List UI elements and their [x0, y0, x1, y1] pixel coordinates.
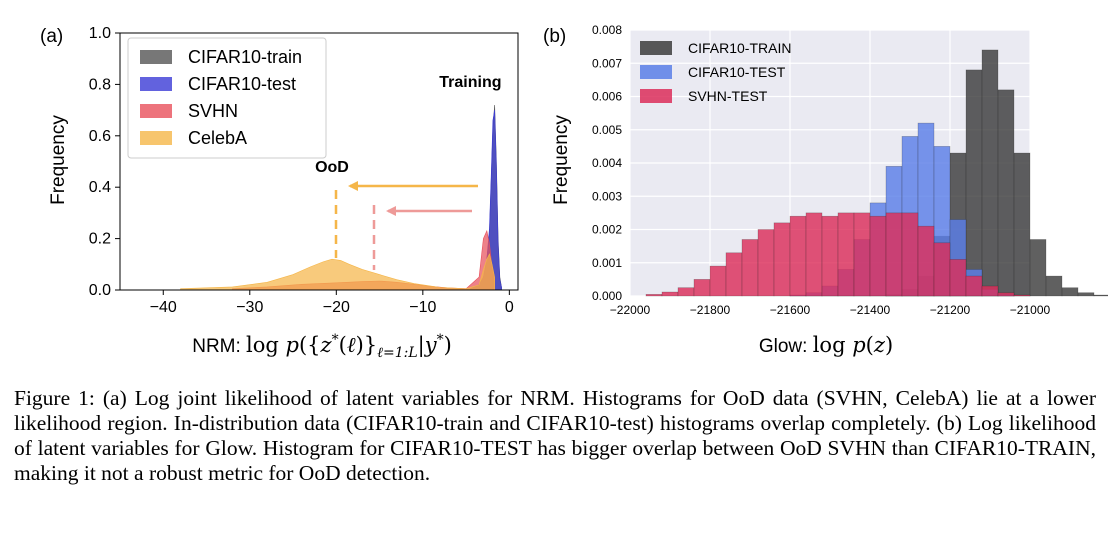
- y-tick-label: 0.008: [592, 23, 622, 37]
- y-tick-label: 0.001: [592, 256, 622, 270]
- histogram-bar: [1045, 275, 1063, 297]
- histogram-svhn-test: [645, 212, 1031, 297]
- legend-label-celeba: CelebA: [188, 128, 247, 148]
- panel-a-histograms: [180, 104, 502, 291]
- legend-label-svhn: SVHN: [188, 101, 238, 121]
- y-tick-label: 0.003: [592, 189, 622, 203]
- histogram-bar: [805, 212, 823, 297]
- histogram-bar: [1013, 294, 1031, 297]
- panel-a-annotation-texts: Training OoD: [315, 74, 501, 176]
- histogram-bar: [917, 225, 935, 297]
- panel-a-frame: [119, 32, 519, 291]
- y-tick-label: 0.8: [89, 76, 111, 93]
- x-tick-label: −22000: [610, 303, 651, 317]
- histogram-bar: [885, 212, 903, 297]
- y-tick-label: 0.006: [592, 90, 622, 104]
- y-tick-label: 0.005: [592, 123, 622, 137]
- x-tick-label: −21200: [930, 303, 971, 317]
- legend-swatch-cifar10-test: [640, 65, 672, 79]
- histogram-bar: [645, 294, 663, 297]
- panel-b-legend: CIFAR10-TRAIN CIFAR10-TEST SVHN-TEST: [640, 40, 791, 104]
- legend-label-cifar10-test: CIFAR10-TEST: [688, 64, 786, 80]
- histogram-bar: [981, 49, 999, 297]
- y-tick-label: 0.007: [592, 56, 622, 70]
- panel-a-x-axis-label: NRM: log p({z*(ℓ)}ℓ=1:L|y*): [192, 332, 452, 361]
- panel-a-y-axis-label: Frequency: [48, 115, 69, 205]
- y-tick-label: 0.000: [592, 289, 622, 303]
- histogram-bar: [965, 69, 983, 297]
- histogram-bar: [949, 259, 967, 297]
- legend-label-cifar10-test: CIFAR10-test: [188, 74, 296, 94]
- histogram-bar: [1029, 239, 1047, 297]
- histogram-bar: [981, 285, 999, 297]
- panel-a: (a) Frequency −40 −30 −20 −10 0 0.0 0.2 0.4 0.6 0…: [40, 25, 519, 361]
- histogram-bar: [725, 252, 743, 297]
- histogram-bar: [933, 242, 951, 297]
- legend-label-svhn-test: SVHN-TEST: [688, 88, 768, 104]
- y-tick-label: 0.002: [592, 223, 622, 237]
- figure-caption: Figure 1: (a) Log joint likelihood of la…: [14, 386, 1096, 485]
- legend-swatch-cifar10-train: [640, 41, 672, 55]
- y-tick-label: 1.0: [89, 25, 111, 42]
- panel-a-axes: −40 −30 −20 −10 0 0.0 0.2 0.4 0.6 0.8 1.0: [89, 25, 519, 316]
- y-tick-label: 0.004: [592, 156, 622, 170]
- panel-b-y-axis-label: Frequency: [551, 115, 572, 205]
- panel-b-histograms: [645, 49, 1108, 297]
- histogram-bar: [1013, 152, 1031, 297]
- histogram-bar: [789, 215, 807, 297]
- histogram-bar: [773, 222, 791, 297]
- panel-b: (b) Frequency −22000 −21800 −21600 −21400 −2…: [543, 23, 1108, 357]
- histogram-bar: [997, 89, 1015, 297]
- histogram-bar: [1077, 292, 1095, 297]
- y-tick-label: 0.2: [89, 231, 111, 248]
- legend-swatch-cifar10-train: [140, 50, 172, 64]
- panel-a-legend: CIFAR10-train CIFAR10-test SVHN CelebA: [127, 37, 327, 159]
- histogram-bar: [693, 279, 711, 297]
- legend-box: [127, 37, 327, 159]
- legend-swatch-cifar10-test: [140, 77, 172, 91]
- histogram-bar: [965, 275, 983, 297]
- histogram-bar: [997, 292, 1015, 297]
- histogram-celeba: [180, 253, 495, 291]
- legend-label-cifar10-train: CIFAR10-train: [188, 47, 302, 67]
- histogram-bar: [1061, 287, 1079, 297]
- histogram-bar: [901, 212, 919, 297]
- x-tick-label: −21000: [1010, 303, 1051, 317]
- panel-b-x-axis-label: Glow: log p(z): [759, 333, 893, 357]
- x-tick-label: −21800: [690, 303, 731, 317]
- y-tick-label: 0.6: [89, 128, 111, 145]
- histogram-bar: [661, 291, 679, 297]
- histogram-bar: [757, 229, 775, 297]
- x-tick-label: −21600: [770, 303, 811, 317]
- histogram-bar: [677, 287, 695, 297]
- histogram-bar: [1093, 294, 1108, 297]
- histogram-bar: [709, 265, 727, 297]
- x-tick-label: −40: [150, 299, 177, 316]
- x-tick-label: −21400: [850, 303, 891, 317]
- histogram-bar: [741, 239, 759, 297]
- y-tick-label: 0.4: [89, 179, 111, 196]
- annotation-ood: OoD: [315, 159, 349, 176]
- x-tick-label: −30: [236, 299, 263, 316]
- panel-a-annotations: [334, 181, 478, 270]
- histogram-bar: [821, 215, 839, 297]
- figure: (a) Frequency −40 −30 −20 −10 0 0.0 0.2 0.4 0.6 0…: [40, 23, 1108, 361]
- x-tick-label: −20: [323, 299, 350, 316]
- legend-swatch-svhn: [140, 104, 172, 118]
- legend-swatch-celeba: [140, 131, 172, 145]
- annotation-training: Training: [439, 74, 501, 91]
- x-tick-label: −10: [409, 299, 436, 316]
- x-tick-label: 0: [505, 299, 514, 316]
- panel-b-label: (b): [543, 26, 566, 47]
- histogram-bar: [869, 215, 887, 297]
- panel-b-axes: −22000 −21800 −21600 −21400 −21200 −21000 0.00…: [592, 23, 1051, 317]
- panel-a-label: (a): [40, 26, 63, 47]
- histogram-bar: [853, 212, 871, 297]
- y-tick-label: 0.0: [89, 282, 111, 299]
- legend-swatch-svhn-test: [640, 89, 672, 103]
- legend-label-cifar10-train: CIFAR10-TRAIN: [688, 40, 791, 56]
- histogram-bar: [837, 212, 855, 297]
